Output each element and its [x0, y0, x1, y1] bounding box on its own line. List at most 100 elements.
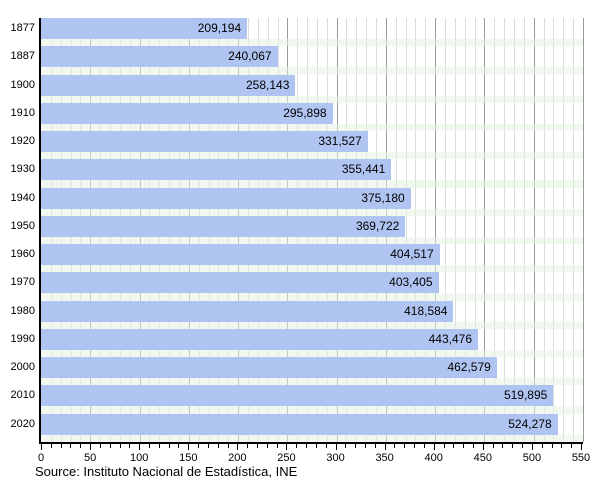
bar-2010: 519,895 — [41, 385, 554, 407]
year-label-1900: 1900 — [10, 78, 35, 91]
axis-tick — [522, 444, 524, 448]
gridline-minor — [504, 18, 506, 442]
row-gap-strip — [41, 152, 583, 160]
gridline-minor — [415, 18, 417, 442]
axis-tick — [188, 444, 190, 450]
axis-tick — [286, 444, 288, 450]
axis-tick-label-450: 450 — [473, 452, 492, 464]
gridline-minor — [464, 18, 466, 442]
year-label-1970: 1970 — [10, 276, 35, 289]
axis-tick-label-150: 150 — [179, 452, 198, 464]
chart-row-1970: 403,405 — [41, 272, 583, 301]
bar-value-label: 331,527 — [318, 134, 362, 149]
axis-tick — [257, 444, 258, 448]
axis-tick — [414, 444, 416, 448]
bar-value-label: 519,895 — [503, 388, 548, 403]
gridline-major — [435, 18, 437, 442]
axis-tick — [325, 444, 327, 448]
bar-value-label: 443,476 — [428, 331, 473, 346]
axis-tick — [512, 444, 514, 448]
chart-row-2010: 519,895 — [41, 385, 583, 414]
axis-tick — [207, 444, 209, 448]
axis-tick — [335, 444, 337, 450]
axis-tick — [149, 444, 150, 448]
axis-tick — [453, 444, 455, 448]
axis-tick — [70, 444, 72, 448]
chart-row-1980: 418,584 — [41, 300, 583, 329]
row-gap-strip — [41, 95, 583, 103]
row-gap-strip — [41, 349, 583, 358]
axis-tick — [60, 444, 62, 448]
chart-row-2000: 462,579 — [41, 357, 583, 386]
axis-tick-label-100: 100 — [129, 452, 149, 464]
source-caption: Source: Instituto Nacional de Estadístic… — [35, 464, 298, 479]
bar-value-label: 295,898 — [283, 105, 327, 120]
bar-value-label: 209,194 — [197, 21, 242, 35]
row-gap-strip — [41, 208, 583, 216]
axis-tick — [394, 444, 396, 448]
chart-row-1990: 443,476 — [41, 328, 583, 358]
gridline-minor — [494, 18, 496, 442]
bar-1930: 355,441 — [41, 159, 392, 181]
axis-tick-label-550: 550 — [571, 452, 591, 464]
bar-1970: 403,405 — [41, 272, 439, 294]
gridline-minor — [405, 18, 407, 442]
chart-row-1887: 240,067 — [41, 46, 583, 75]
year-label-1930: 1930 — [10, 163, 35, 176]
year-label-1920: 1920 — [10, 135, 35, 148]
bar-1877: 209,194 — [41, 18, 248, 39]
chart-row-1900: 258,143 — [41, 74, 583, 103]
axis-tick — [266, 444, 268, 448]
bar-value-label: 258,143 — [245, 77, 290, 92]
axis-tick — [561, 444, 563, 448]
axis-tick — [404, 444, 406, 448]
bar-value-label: 355,441 — [341, 162, 386, 177]
axis-tick — [433, 444, 435, 450]
axis-tick — [551, 444, 553, 448]
bar-1920: 331,527 — [41, 131, 368, 153]
axis-tick — [473, 444, 474, 448]
axis-tick — [541, 444, 543, 448]
axis-tick — [237, 444, 239, 450]
axis-tick-label-400: 400 — [424, 452, 443, 464]
gridline-minor — [454, 18, 456, 442]
bar-value-label: 369,722 — [355, 218, 400, 233]
gridline-minor — [543, 18, 545, 442]
bar-1960: 404,517 — [41, 244, 440, 266]
axis-tick — [581, 444, 582, 450]
chart-row-1960: 404,517 — [41, 244, 583, 273]
year-label-1950: 1950 — [10, 219, 35, 232]
axis-tick — [129, 444, 131, 448]
axis-tick — [198, 444, 200, 448]
row-gap-strip — [41, 180, 583, 188]
axis-tick — [80, 444, 82, 448]
gridline-minor — [523, 18, 525, 442]
axis-tick — [247, 444, 249, 448]
axis-tick — [345, 444, 347, 448]
axis-tick-label-500: 500 — [522, 452, 542, 464]
row-gap-strip — [41, 406, 583, 414]
axis-tick — [41, 444, 42, 450]
gridline-major — [533, 18, 535, 442]
chart-row-1877: 209,194 — [41, 18, 583, 47]
axis-tick — [296, 444, 298, 448]
bar-1900: 258,143 — [41, 74, 296, 96]
axis-tick — [306, 444, 308, 448]
bar-2000: 462,579 — [41, 357, 497, 379]
bars-layer: 209,194 240,067 258,143 295,898 331,527 355,4… — [41, 18, 583, 442]
row-gap-strip — [41, 123, 583, 132]
bar-value-label: 375,180 — [361, 190, 405, 205]
bar-1980: 418,584 — [41, 300, 454, 322]
chart-row-1950: 369,722 — [41, 215, 583, 245]
row-gap-strip — [41, 39, 583, 47]
bar-1910: 295,898 — [41, 102, 333, 124]
chart-row-1940: 375,180 — [41, 187, 583, 216]
axis-tick — [571, 444, 573, 448]
axis-tick — [492, 444, 494, 448]
gridline-minor — [563, 18, 565, 442]
bar-2020: 524,278 — [41, 413, 558, 435]
axis-tick — [482, 444, 484, 450]
axis-tick — [178, 444, 180, 448]
bar-value-label: 524,278 — [508, 416, 552, 431]
